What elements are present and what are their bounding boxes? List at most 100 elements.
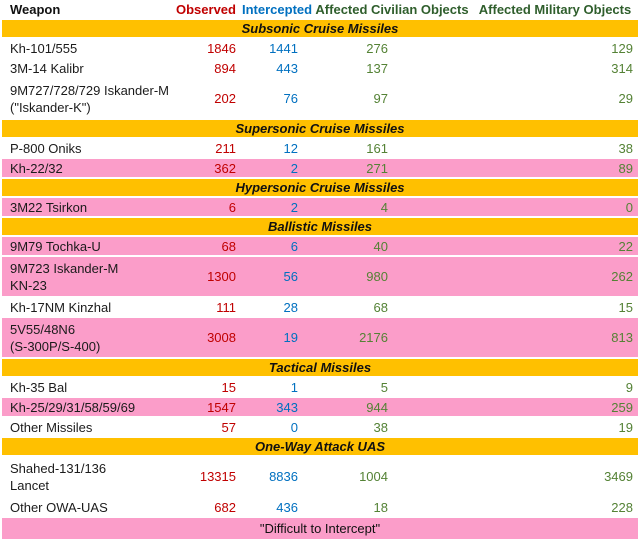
intercepted-value: 1 [290, 379, 298, 395]
section-header-row: Supersonic Cruise Missiles [0, 120, 640, 139]
observed-value: 894 [214, 60, 236, 76]
affected-civilian-value: 40 [373, 238, 388, 254]
intercepted-value: 19 [283, 330, 298, 345]
intercepted-value: 1441 [269, 40, 298, 56]
weapon-name: Kh-22/32 [2, 160, 170, 177]
affected-military-value: 89 [618, 160, 633, 176]
affected-civilian-value: 5 [380, 379, 388, 395]
table-body: Subsonic Cruise Missiles Kh-101/555 1846 14… [0, 20, 640, 518]
weapon-name-line: 9M79 Tochka-U [10, 238, 101, 254]
intercepted-value: 76 [283, 91, 298, 106]
table-row: Other Missiles 57 0 38 19 [0, 418, 640, 438]
observed-value: 362 [214, 160, 236, 176]
weapon-name-line: P-800 Oniks [10, 140, 82, 156]
table-header-row: Weapon Observed Intercepted Affected Civ… [0, 0, 640, 20]
column-header-observed: Observed [176, 1, 236, 17]
table-row: 3M-14 Kalibr 894 443 137 314 [0, 59, 640, 79]
affected-military-value: 314 [611, 60, 633, 76]
observed-value: 57 [221, 419, 236, 435]
table-row: Shahed-131/136 Lancet 13315 8836 1004 3469 [0, 457, 640, 498]
weapon-name: 3M22 Tsirkon [2, 199, 170, 216]
weapon-name: Other OWA-UAS [2, 499, 170, 516]
affected-military-value: 0 [625, 199, 633, 215]
affected-military-value: 3469 [604, 469, 633, 484]
affected-military-value: 262 [611, 269, 633, 284]
table-row: Other OWA-UAS 682 436 18 228 [0, 498, 640, 518]
column-header-affected-civilian: Affected Civilian Objects [315, 1, 469, 17]
table-row: P-800 Oniks 211 12 161 38 [0, 139, 640, 159]
table-row: Kh-17NM Kinzhal 111 28 68 15 [0, 298, 640, 318]
affected-military-value: 129 [611, 40, 633, 56]
column-header-weapon: Weapon [10, 1, 61, 17]
weapon-name: 9M79 Tochka-U [2, 238, 170, 255]
intercepted-value: 28 [283, 299, 298, 315]
weapon-name-line: 9M723 Iskander-M [10, 260, 119, 276]
section-title: Supersonic Cruise Missiles [235, 121, 405, 136]
section-title: Ballistic Missiles [267, 219, 373, 234]
affected-civilian-value: 97 [373, 91, 388, 106]
affected-military-value: 259 [611, 399, 633, 415]
intercepted-value: 0 [290, 419, 298, 435]
section-title: One-Way Attack UAS [254, 439, 386, 454]
affected-military-value: 19 [618, 419, 633, 435]
weapon-name: Kh-101/555 [2, 40, 170, 57]
weapon-name: 3M-14 Kalibr [2, 60, 170, 77]
intercepted-value: 2 [290, 199, 298, 215]
intercepted-value: 436 [276, 499, 298, 515]
observed-value: 68 [221, 238, 236, 254]
legend-row: "Difficult to Intercept" [0, 518, 640, 542]
weapon-name-line: Kh-22/32 [10, 160, 63, 176]
intercepted-value: 56 [283, 269, 298, 284]
column-header-affected-military: Affected Military Objects [478, 1, 632, 17]
observed-value: 15 [221, 379, 236, 395]
legend-label: "Difficult to Intercept" [259, 521, 381, 536]
observed-value: 682 [214, 499, 236, 515]
weapon-name-line: KN-23 [10, 277, 47, 293]
weapon-name-line: Other OWA-UAS [10, 499, 108, 515]
affected-military-value: 22 [618, 238, 633, 254]
weapon-name-line: ("Iskander-K") [10, 99, 91, 115]
weapon-name: Other Missiles [2, 419, 170, 436]
affected-civilian-value: 1004 [359, 469, 388, 484]
observed-value: 111 [216, 299, 236, 315]
affected-civilian-value: 18 [373, 499, 388, 515]
observed-value: 13315 [199, 469, 236, 484]
section-header-row: Tactical Missiles [0, 359, 640, 378]
observed-value: 211 [215, 140, 236, 156]
table-row: 9M727/728/729 Iskander-M ("Iskander-K") 20… [0, 79, 640, 120]
affected-civilian-value: 137 [366, 60, 388, 76]
weapon-name-line: Other Missiles [10, 419, 93, 435]
table-row: 9M79 Tochka-U 68 6 40 22 [0, 237, 640, 257]
section-header-row: Hypersonic Cruise Missiles [0, 179, 640, 198]
observed-value: 6 [228, 199, 236, 215]
table-row: Kh-25/29/31/58/59/69 1547 343 944 259 [0, 398, 640, 418]
column-header-intercepted: Intercepted [242, 1, 313, 17]
affected-military-value: 813 [611, 330, 633, 345]
weapon-name-line: Shahed-131/136 [10, 460, 107, 476]
weapon-name: 5V55/48N6 (S-300P/S-400) [2, 321, 170, 355]
weapon-name: 9M727/728/729 Iskander-M ("Iskander-K") [2, 82, 170, 116]
table-row: 3M22 Tsirkon 6 2 4 0 [0, 198, 640, 218]
weapon-name-line: 9M727/728/729 Iskander-M [10, 82, 169, 98]
table-row: 5V55/48N6 (S-300P/S-400) 3008 19 2176 813 [0, 318, 640, 359]
affected-civilian-value: 2176 [359, 330, 388, 345]
intercepted-value: 343 [276, 399, 298, 415]
affected-military-value: 15 [618, 299, 633, 315]
affected-military-value: 228 [611, 499, 633, 515]
table-row: Kh-101/555 1846 1441 276 129 [0, 39, 640, 59]
observed-value: 1300 [207, 269, 236, 284]
table-row: Kh-35 Bal 15 1 5 9 [0, 378, 640, 398]
affected-military-value: 9 [625, 379, 633, 395]
weapon-name-line: Kh-17NM Kinzhal [10, 299, 112, 315]
affected-civilian-value: 4 [380, 199, 388, 215]
weapon-name-line: Kh-101/555 [10, 40, 78, 56]
affected-civilian-value: 271 [366, 160, 388, 176]
weapon-name: Kh-35 Bal [2, 379, 170, 396]
weapon-name: P-800 Oniks [2, 140, 170, 157]
affected-civilian-value: 161 [366, 140, 388, 156]
table-row: 9M723 Iskander-M KN-23 1300 56 980 262 [0, 257, 640, 298]
affected-civilian-value: 68 [373, 299, 388, 315]
table-row: Kh-22/32 362 2 271 89 [0, 159, 640, 179]
weapon-name-line: 5V55/48N6 [10, 321, 76, 337]
